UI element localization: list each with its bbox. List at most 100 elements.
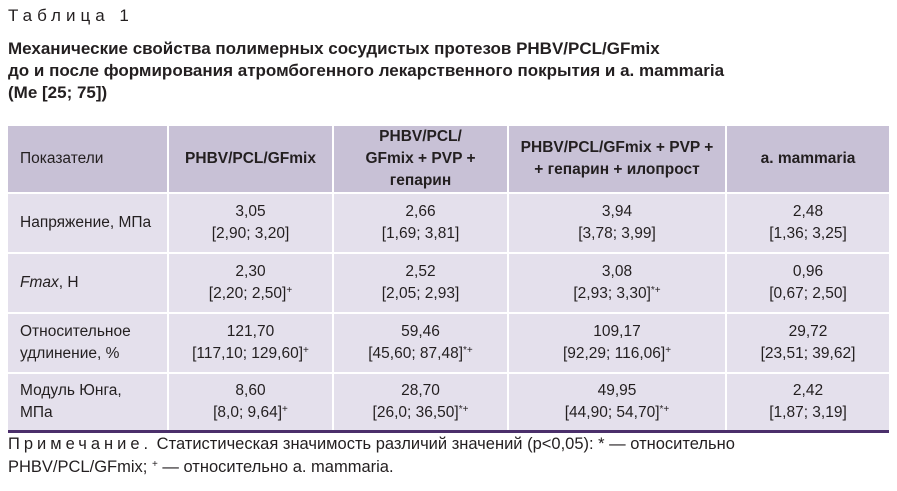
row-label-youngs-modulus: Модуль Юнга, МПа <box>8 373 169 433</box>
cell-median: 2,52 <box>405 263 436 280</box>
cell-median: 3,08 <box>601 263 633 280</box>
row-label-italic: Fmax <box>20 274 59 291</box>
cell-median: 59,46 <box>401 323 440 340</box>
table-row-stress: Напряжение, МПа 3,05 [2,90; 3,20] 2,66 [1,69… <box>8 193 889 254</box>
table-cell: 2,30 [2,20; 2,50]+ <box>168 253 334 314</box>
cell-median: 3,94 <box>601 203 633 220</box>
data-table: Показатели PHBV/PCL/GFmix PHBV/PCL/ GFmi… <box>8 126 889 433</box>
cell-range: [1,87; 3,19] <box>769 404 847 421</box>
table-cell: 28,70 [26,0; 36,50]*+ <box>333 373 509 433</box>
cell-median: 3,05 <box>235 203 266 220</box>
table-cell: 2,48 [1,36; 3,25] <box>726 193 889 254</box>
table-cell: 121,70 [117,10; 129,60]+ <box>168 313 334 374</box>
cell-range-line: [1,36; 3,25] <box>731 223 885 245</box>
cell-range-line: [1,87; 3,19] <box>731 402 885 424</box>
row-label-fmax: Fmax, Н <box>8 253 169 314</box>
table-row-elongation: Относительное удлинение, % 121,70 [117,10; … <box>8 313 889 374</box>
note-line-2b: — относительно a. mammaria. <box>157 458 394 476</box>
row-label-line: удлинение, % <box>20 343 163 365</box>
significance-mark: *+ <box>463 345 473 356</box>
note-plus-mark: + <box>151 459 158 470</box>
caption-line-3: (Ме [25; 75]) <box>8 83 108 102</box>
row-label-line: Fmax, Н <box>20 272 163 294</box>
caption-line-1: Механические свойства полимерных сосудис… <box>8 39 660 58</box>
header-a-mammaria: a. mammaria <box>726 126 889 194</box>
table-header-row: Показатели PHBV/PCL/GFmix PHBV/PCL/ GFmi… <box>8 126 889 194</box>
cell-range-line: [2,90; 3,20] <box>173 223 328 245</box>
row-label-line: МПа <box>20 402 163 424</box>
cell-range-line: [23,51; 39,62] <box>731 343 885 365</box>
cell-range: [2,93; 3,30] <box>573 285 651 302</box>
header-col1-line1: PHBV/PCL/GFmix <box>185 150 316 167</box>
cell-range-line: [26,0; 36,50]*+ <box>338 402 503 424</box>
header-col3-line2: + гепарин + илопрост <box>534 161 700 178</box>
cell-range: [1,36; 3,25] <box>769 225 847 242</box>
significance-mark: + <box>282 404 288 415</box>
table-cell: 3,05 [2,90; 3,20] <box>168 193 334 254</box>
cell-median: 2,42 <box>792 382 824 399</box>
cell-range: [2,05; 2,93] <box>381 285 460 302</box>
table-cell: 0,96 [0,67; 2,50] <box>726 253 889 314</box>
table-cell: 2,52 [2,05; 2,93] <box>333 253 509 314</box>
cell-median: 2,48 <box>792 203 824 220</box>
cell-range: [117,10; 129,60] <box>192 345 304 362</box>
significance-mark: *+ <box>650 285 661 296</box>
table-cell: 109,17 [92,29; 116,06]+ <box>508 313 727 374</box>
caption-line-2: до и после формирования атромбогенного л… <box>8 61 725 80</box>
cell-range: [2,90; 3,20] <box>211 225 290 242</box>
table-cell: 2,66 [1,69; 3,81] <box>333 193 509 254</box>
header-indicators-text: Показатели <box>20 150 104 167</box>
table-note: Примечание. Статистическая значимость ра… <box>8 433 893 479</box>
table-row-youngs-modulus: Модуль Юнга, МПа 8,60 [8,0; 9,64]+ 28,70 [26,… <box>8 373 889 433</box>
row-label-line: Модуль Юнга, <box>20 380 163 402</box>
row-label-text: Напряжение, МПа <box>20 214 152 231</box>
cell-range-line: [2,05; 2,93] <box>338 283 503 305</box>
table-cell: 59,46 [45,60; 87,48]*+ <box>333 313 509 374</box>
cell-range: [3,78; 3,99] <box>578 225 656 242</box>
table-caption: Механические свойства полимерных сосудис… <box>8 38 888 104</box>
cell-median: 8,60 <box>235 382 266 399</box>
cell-median: 49,95 <box>597 382 637 399</box>
cell-range-line: [0,67; 2,50] <box>731 283 885 305</box>
cell-range-line: [3,78; 3,99] <box>513 223 721 245</box>
note-line-2a: PHBV/PCL/GFmix; <box>8 458 152 476</box>
cell-range: [92,29; 116,06] <box>562 345 666 362</box>
cell-range: [0,67; 2,50] <box>769 285 847 302</box>
cell-range-line: [44,90; 54,70]*+ <box>513 402 721 424</box>
row-label-stress: Напряжение, МПа <box>8 193 169 254</box>
header-pvp-heparin: PHBV/PCL/ GFmix + PVP + гепарин <box>333 126 509 194</box>
row-label-elongation: Относительное удлинение, % <box>8 313 169 374</box>
significance-mark: + <box>286 285 293 296</box>
table-row-fmax: Fmax, Н 2,30 [2,20; 2,50]+ 2,52 [2,05; 2,93]… <box>8 253 889 314</box>
row-label-line: Напряжение, МПа <box>20 212 163 234</box>
cell-median: 0,96 <box>792 263 824 280</box>
cell-range-line: [8,0; 9,64]+ <box>173 402 328 424</box>
significance-mark: *+ <box>458 404 469 415</box>
row-label-text: МПа <box>20 404 53 421</box>
cell-range: [2,20; 2,50] <box>208 285 287 302</box>
table-cell: 29,72 [23,51; 39,62] <box>726 313 889 374</box>
cell-median: 109,17 <box>593 323 641 340</box>
cell-range-line: [1,69; 3,81] <box>338 223 503 245</box>
cell-median: 29,72 <box>788 323 828 340</box>
row-label-text: Модуль Юнга, <box>20 382 122 399</box>
significance-mark: *+ <box>659 404 670 415</box>
cell-range: [1,69; 3,81] <box>381 225 460 242</box>
header-col2-line1: PHBV/PCL/ <box>379 128 462 145</box>
header-pvp-heparin-iloprost: PHBV/PCL/GFmix + PVP + + гепарин + илопр… <box>508 126 727 194</box>
cell-range-line: [117,10; 129,60]+ <box>173 343 328 365</box>
row-label-line: Относительное <box>20 321 163 343</box>
cell-range: [26,0; 36,50] <box>372 404 459 421</box>
cell-range-line: [45,60; 87,48]*+ <box>338 343 503 365</box>
table-cell: 8,60 [8,0; 9,64]+ <box>168 373 334 433</box>
row-label-text: удлинение, % <box>20 345 120 362</box>
cell-median: 121,70 <box>226 323 275 340</box>
table-cell: 2,42 [1,87; 3,19] <box>726 373 889 433</box>
header-col4-line1: a. mammaria <box>760 150 856 167</box>
cell-range: [44,90; 54,70] <box>564 404 660 421</box>
significance-mark: + <box>665 345 672 356</box>
table-number: Таблица 1 <box>8 6 134 25</box>
cell-range-line: [92,29; 116,06]+ <box>513 343 721 365</box>
table-cell: 3,94 [3,78; 3,99] <box>508 193 727 254</box>
